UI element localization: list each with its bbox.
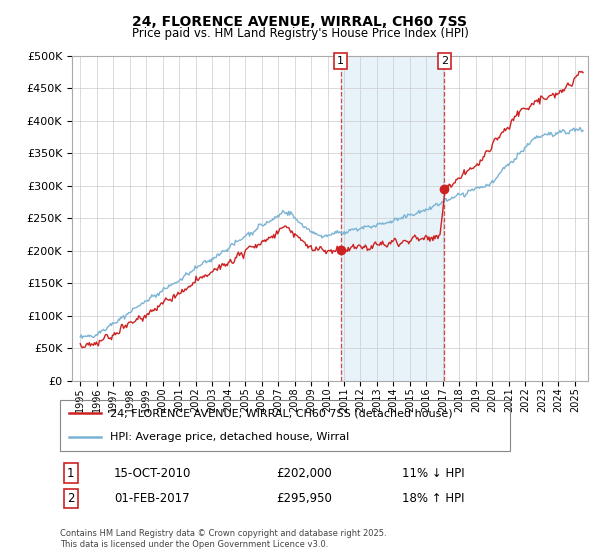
Text: 11% ↓ HPI: 11% ↓ HPI [402, 466, 464, 480]
Text: £202,000: £202,000 [276, 466, 332, 480]
Text: 1: 1 [337, 56, 344, 66]
Text: £295,950: £295,950 [276, 492, 332, 505]
Text: 24, FLORENCE AVENUE, WIRRAL, CH60 7SS: 24, FLORENCE AVENUE, WIRRAL, CH60 7SS [133, 15, 467, 29]
Text: 1: 1 [67, 466, 74, 480]
Text: 18% ↑ HPI: 18% ↑ HPI [402, 492, 464, 505]
Text: 2: 2 [67, 492, 74, 505]
Text: 24, FLORENCE AVENUE, WIRRAL, CH60 7SS (detached house): 24, FLORENCE AVENUE, WIRRAL, CH60 7SS (d… [110, 408, 452, 418]
Text: 15-OCT-2010: 15-OCT-2010 [114, 466, 191, 480]
Text: Price paid vs. HM Land Registry's House Price Index (HPI): Price paid vs. HM Land Registry's House … [131, 27, 469, 40]
Text: 2: 2 [441, 56, 448, 66]
Text: Contains HM Land Registry data © Crown copyright and database right 2025.
This d: Contains HM Land Registry data © Crown c… [60, 529, 386, 549]
Text: 01-FEB-2017: 01-FEB-2017 [114, 492, 190, 505]
Text: HPI: Average price, detached house, Wirral: HPI: Average price, detached house, Wirr… [110, 432, 349, 442]
